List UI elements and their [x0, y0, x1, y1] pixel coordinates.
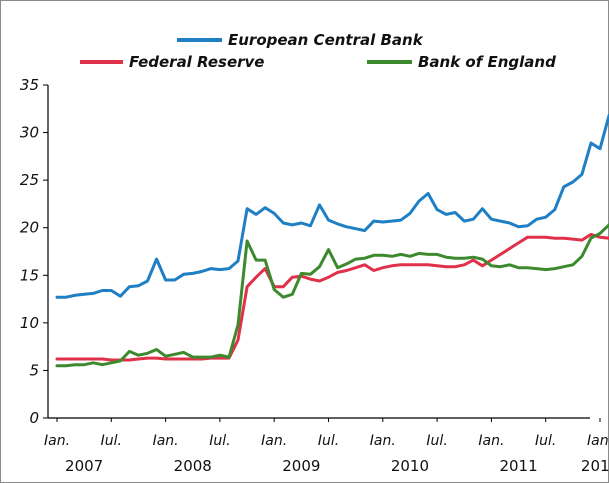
- x-tick-label: Ian.: [44, 433, 70, 449]
- y-tick-label: 5: [29, 361, 39, 379]
- series-line-european-central-bank: [55, 113, 609, 299]
- y-tick-label: 30: [20, 124, 39, 142]
- legend-label-federal-reserve: Federal Reserve: [129, 53, 264, 71]
- x-tick-label: Iul.: [318, 433, 339, 449]
- x-tick-label: Iul.: [209, 433, 230, 449]
- year-label: 2008: [174, 457, 212, 475]
- x-tick-label: Ian.: [153, 433, 179, 449]
- x-tick-label: Iul.: [535, 433, 556, 449]
- year-label: 2012: [581, 457, 609, 475]
- year-label: 2007: [65, 457, 103, 475]
- x-tick-label: Ian.: [370, 433, 396, 449]
- x-tick-label: Ian.: [587, 433, 609, 449]
- y-tick-label: 20: [20, 219, 39, 237]
- legend-label-bank-of-england: Bank of England: [418, 53, 556, 71]
- year-label: 2011: [499, 457, 537, 475]
- x-tick-label: Iul.: [101, 433, 122, 449]
- y-tick-label: 0: [29, 409, 39, 427]
- x-tick-label: Iul.: [426, 433, 447, 449]
- year-label: 2009: [282, 457, 320, 475]
- y-tick-label: 25: [20, 171, 39, 189]
- axes: 0 5 10 15 20 25 30 35 Ian. Iul. Ian. Iul. Ian. Iul. Ia…: [20, 76, 609, 475]
- x-tick-label: Ian.: [478, 433, 504, 449]
- y-tick-label: 15: [20, 266, 39, 284]
- legend: European Central Bank Federal Reserve Ba…: [80, 31, 556, 71]
- legend-label-european-central-bank: European Central Bank: [228, 31, 424, 49]
- series-line-federal-reserve: [55, 232, 609, 362]
- x-tick-label: Ian.: [261, 433, 287, 449]
- series-lines: [55, 113, 609, 368]
- y-tick-label: 35: [20, 76, 39, 94]
- series-line-bank-of-england: [55, 223, 609, 368]
- year-label: 2010: [391, 457, 429, 475]
- y-tick-label: 10: [20, 314, 39, 332]
